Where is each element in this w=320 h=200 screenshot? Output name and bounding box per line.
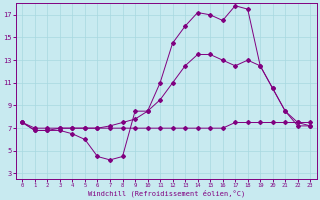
X-axis label: Windchill (Refroidissement éolien,°C): Windchill (Refroidissement éolien,°C) xyxy=(88,189,245,197)
